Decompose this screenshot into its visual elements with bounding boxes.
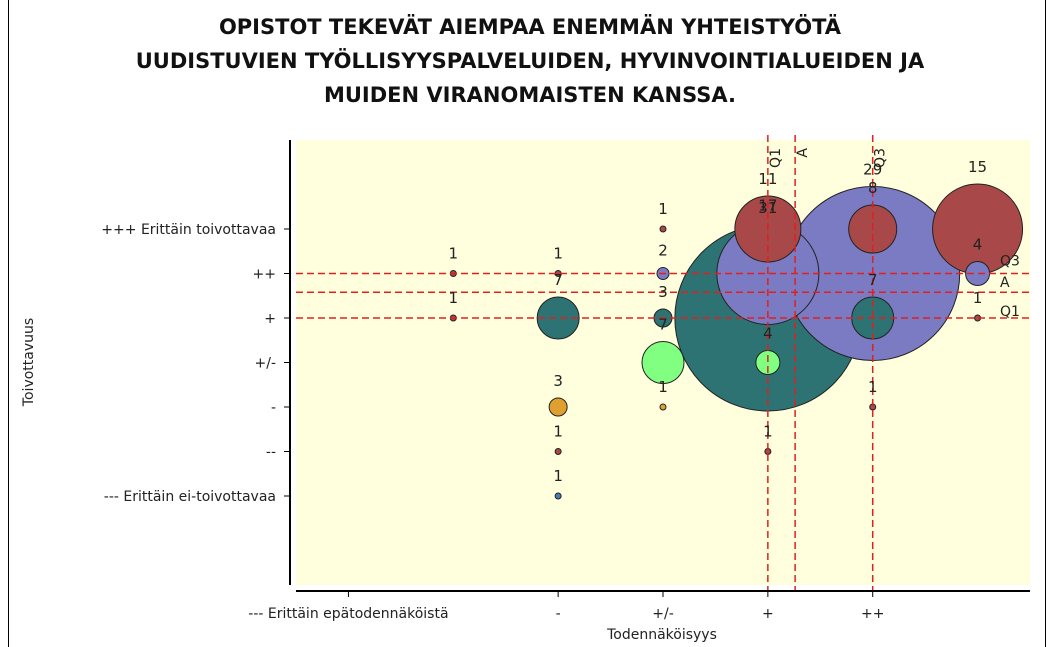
bubble-label: 7 [553, 271, 563, 289]
bubble [536, 296, 580, 340]
reference-label: Q3 [1000, 254, 1020, 270]
bubble [659, 225, 667, 233]
bubble-label: 7 [868, 271, 878, 289]
bubble [554, 492, 562, 500]
bubble-label: 17 [758, 197, 777, 215]
y-tick-label: - [271, 400, 276, 416]
y-tick-label: +++ Erittäin toivottavaa [101, 222, 276, 238]
bubble-label: 8 [868, 179, 878, 197]
bubble-label: 15 [968, 158, 987, 176]
bubble-label: 1 [658, 200, 668, 218]
x-tick-label: ++ [861, 606, 884, 622]
y-tick-label: +/- [255, 356, 277, 372]
y-tick-label: + [264, 311, 276, 327]
bubble-label: 1 [973, 289, 983, 307]
bubble-label: 3 [553, 372, 563, 390]
x-tick-label: - [556, 606, 561, 622]
reference-label: A [1000, 275, 1010, 291]
y-tick-label: --- Erittäin ei-toivottavaa [104, 489, 276, 505]
bubble-label: 1 [449, 289, 459, 307]
bubble [554, 448, 562, 455]
x-tick-label: + [762, 606, 774, 622]
y-tick-label: -- [266, 445, 276, 461]
x-axis-title: Todennäköisyys [606, 627, 717, 643]
bubble [641, 341, 685, 384]
bubble-label: 11 [758, 170, 777, 188]
reference-label: A [795, 148, 811, 158]
bubble [548, 397, 568, 417]
bubble-label: 4 [973, 236, 983, 254]
x-tick-label: +/- [652, 606, 674, 622]
bubble-label: 4 [763, 325, 773, 343]
bubble-label: 3 [658, 283, 668, 301]
bubble-label: 1 [763, 423, 773, 441]
bubble-label: 1 [449, 245, 459, 263]
chart-title: OPISTOT TEKEVÄT AIEMPAA ENEMMÄN YHTEISTY… [219, 14, 842, 39]
bubble-label: 1 [868, 378, 878, 396]
reference-label: Q1 [1000, 304, 1020, 320]
y-axis-title: Toivottavuus [21, 318, 37, 407]
bubble-label: 1 [553, 245, 563, 263]
bubble-label: 1 [553, 423, 563, 441]
y-tick-label: ++ [253, 267, 276, 283]
bubble-label: 31 [758, 199, 777, 217]
chart-title: MUIDEN VIRANOMAISTEN KANSSA. [324, 83, 736, 107]
bubble-label: 29 [863, 161, 882, 179]
reference-label: Q3 [873, 148, 889, 168]
chart-title: UUDISTUVIEN TYÖLLISYYSPALVELUIDEN, HYVIN… [136, 48, 925, 73]
bubble-label: 2 [658, 242, 668, 260]
bubble-label: 1 [658, 378, 668, 396]
x-tick-label: --- Erittäin epätodennäköistä [248, 606, 448, 622]
reference-label: Q1 [768, 148, 784, 168]
bubble [659, 403, 667, 411]
bubble-label: 7 [658, 316, 668, 334]
bubble-label: 1 [553, 467, 563, 485]
